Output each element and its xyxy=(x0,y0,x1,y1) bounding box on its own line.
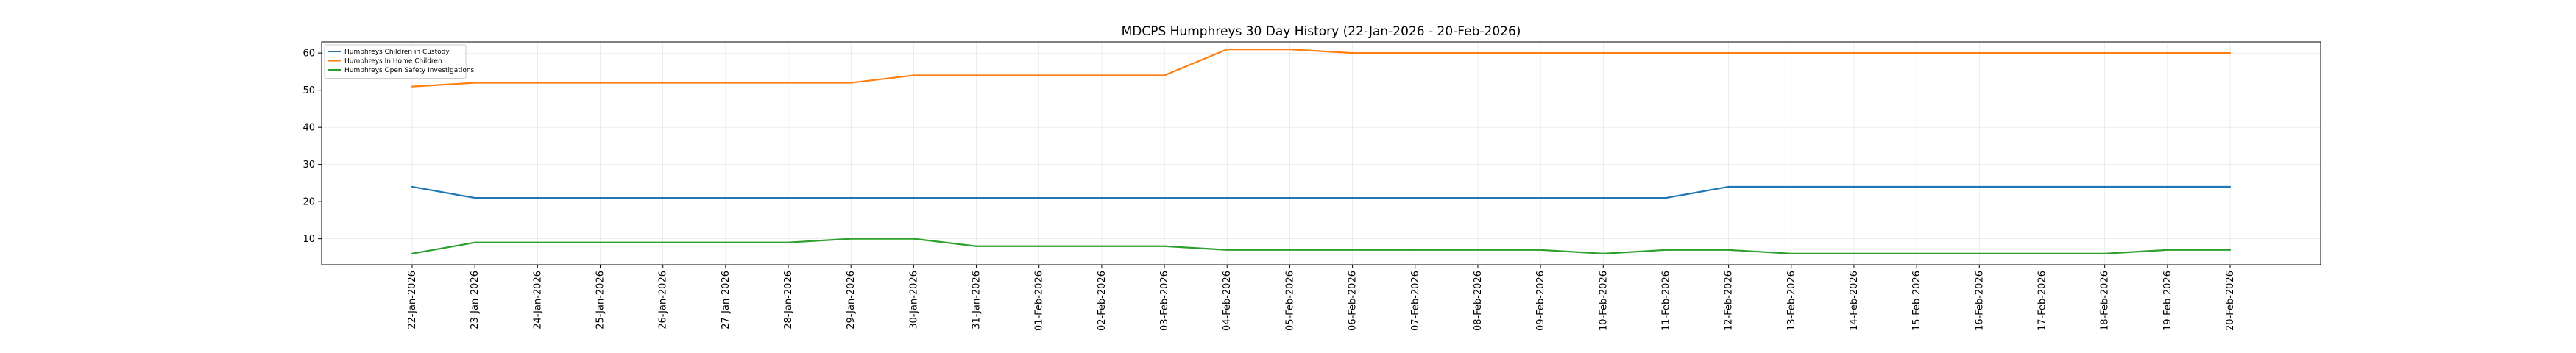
plot-frame xyxy=(321,41,2321,265)
x-tick-label: 11-Feb-2026 xyxy=(1660,271,1671,331)
x-tick-label: 20-Feb-2026 xyxy=(2225,271,2236,331)
x-tick-label: 04-Feb-2026 xyxy=(1222,271,1233,331)
x-tick-label: 16-Feb-2026 xyxy=(1974,271,1985,331)
x-tick-label: 23-Jan-2026 xyxy=(470,271,481,329)
x-tick-label: 24-Jan-2026 xyxy=(532,271,543,329)
axes: 10 20 30 40 50 60 22-Jan-2026 23-Jan-2026 24-Jan… xyxy=(302,41,2321,331)
legend-box xyxy=(324,44,467,79)
x-tick-label: 17-Feb-2026 xyxy=(2037,271,2048,331)
x-tick-label: 19-Feb-2026 xyxy=(2162,271,2173,331)
x-tick-label: 01-Feb-2026 xyxy=(1034,271,1045,331)
x-tick-label: 22-Jan-2026 xyxy=(407,271,418,329)
x-tick-label: 05-Feb-2026 xyxy=(1284,271,1295,331)
series-lines xyxy=(411,48,2232,254)
series-line xyxy=(411,185,2232,199)
x-tick-label: 14-Feb-2026 xyxy=(1849,271,1860,331)
x-tick-label: 30-Jan-2026 xyxy=(908,271,919,329)
x-tick-label: 31-Jan-2026 xyxy=(972,271,983,329)
y-tick-label: 40 xyxy=(302,123,315,134)
x-tick-label: 03-Feb-2026 xyxy=(1159,271,1170,331)
x-tick-label: 12-Feb-2026 xyxy=(1724,271,1735,331)
x-tick-label: 08-Feb-2026 xyxy=(1473,271,1484,331)
x-tick-label: 02-Feb-2026 xyxy=(1097,271,1108,331)
x-tick-label: 27-Jan-2026 xyxy=(721,271,732,329)
x-tick-label: 25-Jan-2026 xyxy=(595,271,606,329)
x-tick-label: 13-Feb-2026 xyxy=(1786,271,1797,331)
legend-label: Humphreys In Home Children xyxy=(344,58,442,65)
y-tick-label: 20 xyxy=(302,197,315,208)
legend-label: Humphreys Children in Custody xyxy=(344,49,450,56)
x-tick-label: 06-Feb-2026 xyxy=(1348,271,1359,331)
y-tick-label: 10 xyxy=(302,234,315,245)
x-tick-label: 09-Feb-2026 xyxy=(1535,271,1546,331)
chart-title: MDCPS Humphreys 30 Day History (22-Jan-2… xyxy=(1122,24,1521,39)
y-tick-label: 30 xyxy=(302,160,315,171)
x-tick-label: 10-Feb-2026 xyxy=(1598,271,1609,331)
x-tick-label: 15-Feb-2026 xyxy=(1911,271,1922,331)
series-line xyxy=(411,48,2232,88)
x-tick-label: 29-Jan-2026 xyxy=(846,271,857,329)
x-tick-label: 18-Feb-2026 xyxy=(2100,271,2111,331)
legend: Humphreys Children in Custody Humphreys I… xyxy=(324,44,475,79)
y-tick-label: 50 xyxy=(302,85,315,96)
x-tick-label: 26-Jan-2026 xyxy=(658,271,669,329)
y-tick-label: 60 xyxy=(302,49,315,60)
x-tick-label: 07-Feb-2026 xyxy=(1410,271,1421,331)
x-tick-label: 28-Jan-2026 xyxy=(783,271,794,329)
legend-label: Humphreys Open Safety Investigations xyxy=(344,67,475,74)
series-line xyxy=(411,238,2232,254)
grid-lines xyxy=(322,42,2321,265)
